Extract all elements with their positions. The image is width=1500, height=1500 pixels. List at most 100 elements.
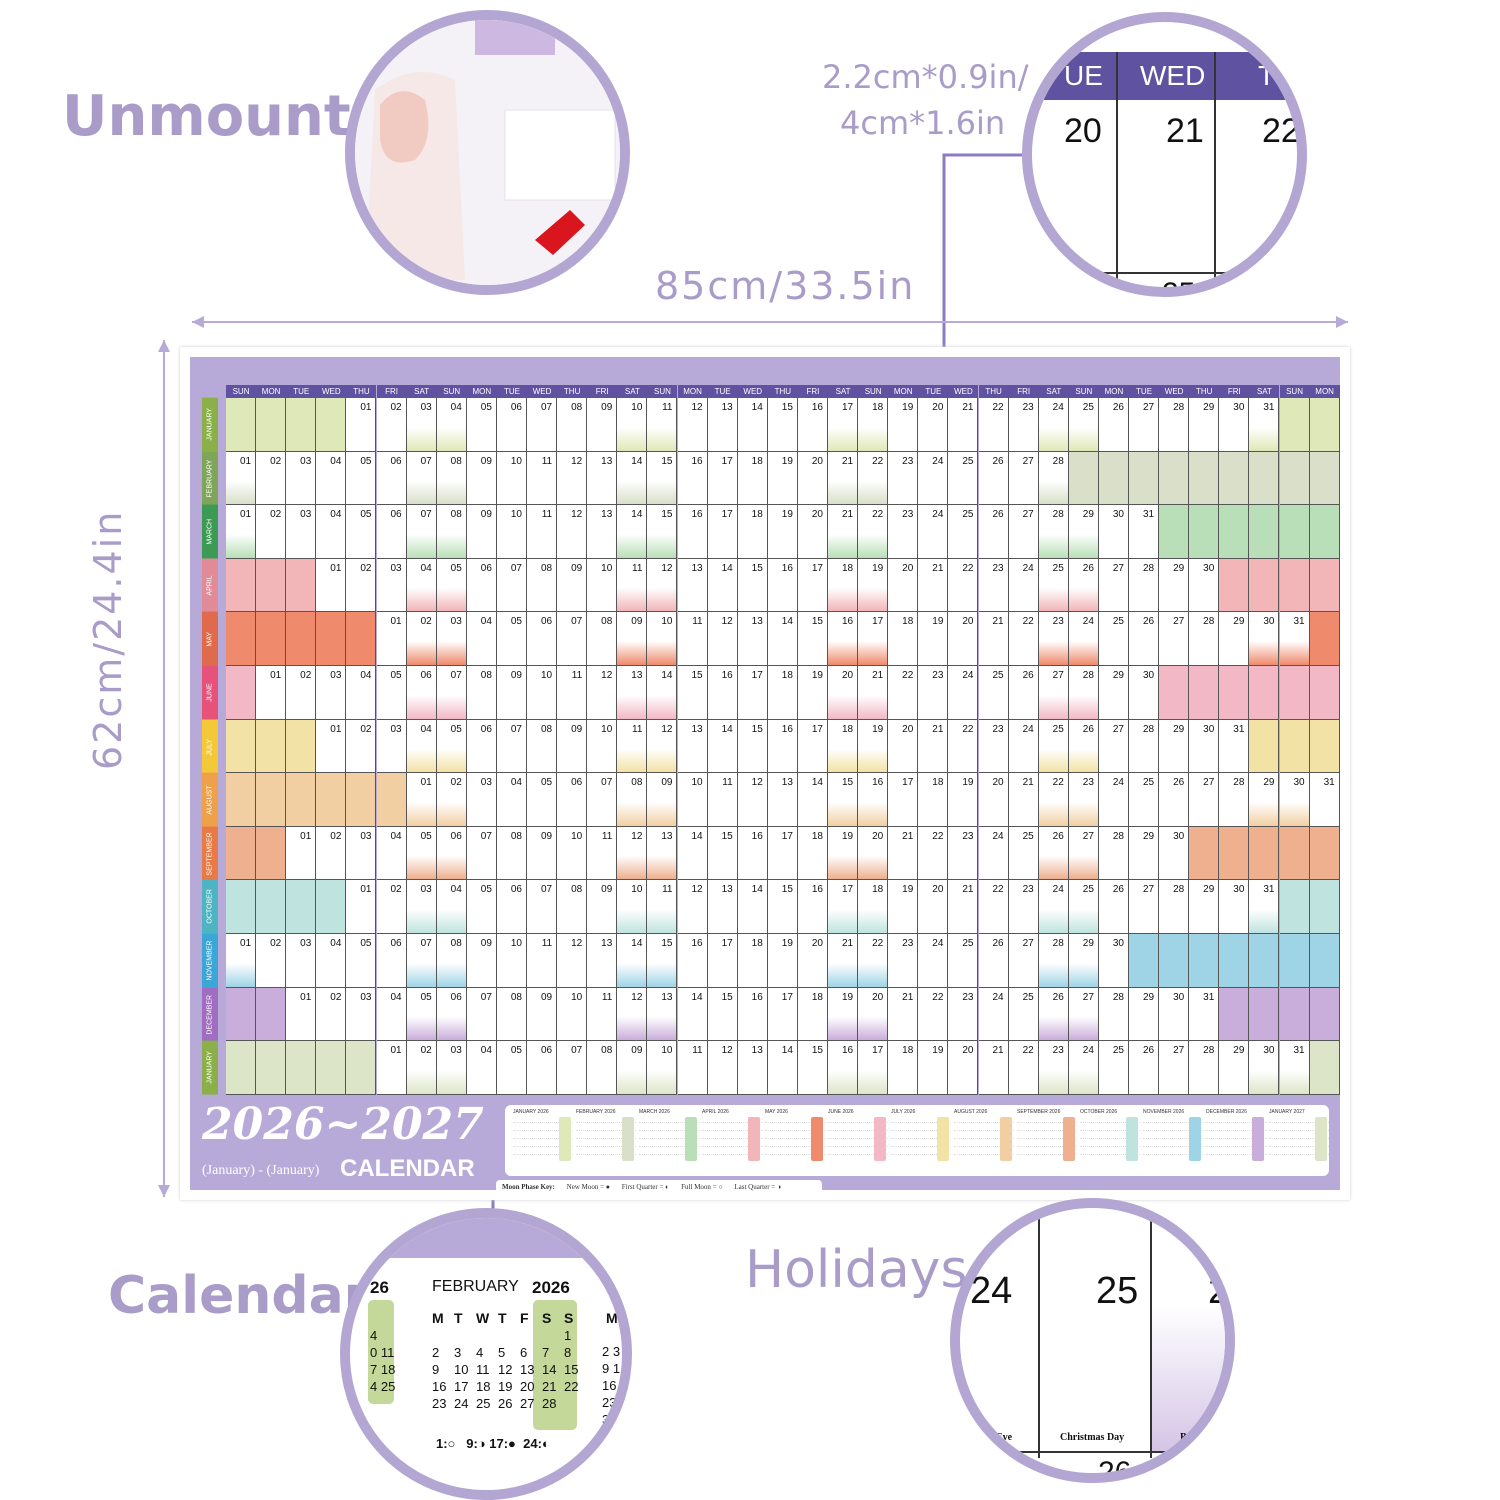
day-cell[interactable]: 13 [737,612,768,666]
day-cell[interactable]: 14 [617,451,648,506]
day-cell[interactable]: 04 [406,558,437,613]
day-cell[interactable]: 09 [617,612,648,666]
day-cell[interactable]: 18 [767,666,798,720]
day-cell[interactable]: 28 [1038,934,1069,988]
day-cell[interactable] [316,1041,347,1095]
day-cell[interactable]: 10 [617,880,648,934]
day-cell[interactable]: 25 [1038,719,1069,774]
day-cell[interactable]: 12 [707,612,738,666]
day-cell[interactable]: 17 [888,773,919,827]
day-cell[interactable]: 16 [737,826,768,881]
day-cell[interactable]: 30 [1219,398,1250,452]
day-cell[interactable]: 03 [376,558,407,613]
day-cell[interactable]: 12 [707,1041,738,1095]
day-cell[interactable]: 23 [888,505,919,559]
day-cell[interactable]: 08 [496,987,527,1042]
day-cell[interactable] [1189,666,1220,720]
day-cell[interactable]: 24 [1038,398,1069,452]
day-cell[interactable]: 06 [527,612,558,666]
day-cell[interactable]: 12 [617,987,648,1042]
day-cell[interactable]: 04 [466,612,497,666]
day-cell[interactable]: 05 [527,773,558,827]
day-cell[interactable] [1309,934,1340,988]
day-cell[interactable]: 31 [1279,1041,1310,1095]
day-cell[interactable]: 01 [286,826,317,881]
day-cell[interactable]: 19 [858,558,889,613]
day-cell[interactable] [1068,451,1099,506]
day-cell[interactable]: 05 [376,666,407,720]
day-cell[interactable]: 26 [1038,987,1069,1042]
day-cell[interactable]: 17 [858,1041,889,1095]
day-cell[interactable] [316,773,347,827]
day-cell[interactable] [226,826,257,881]
day-cell[interactable]: 25 [978,666,1009,720]
day-cell[interactable]: 31 [1219,719,1250,774]
day-cell[interactable]: 08 [587,1041,618,1095]
day-cell[interactable]: 21 [1008,773,1039,827]
day-cell[interactable]: 21 [828,505,859,559]
day-cell[interactable] [1219,987,1250,1042]
day-cell[interactable]: 08 [436,934,467,988]
day-cell[interactable]: 02 [376,880,407,934]
day-cell[interactable]: 27 [1008,934,1039,988]
day-cell[interactable]: 06 [466,719,497,774]
day-cell[interactable]: 29 [1159,719,1190,774]
day-cell[interactable]: 20 [888,558,919,613]
day-cell[interactable]: 22 [858,505,889,559]
day-cell[interactable]: 13 [617,666,648,720]
day-cell[interactable]: 19 [888,880,919,934]
day-cell[interactable]: 24 [948,666,979,720]
day-cell[interactable]: 11 [587,987,618,1042]
day-cell[interactable]: 15 [707,826,738,881]
day-cell[interactable]: 24 [1068,1041,1099,1095]
day-cell[interactable]: 25 [1098,612,1129,666]
day-cell[interactable]: 04 [436,880,467,934]
day-cell[interactable]: 26 [1068,719,1099,774]
day-cell[interactable] [1249,666,1280,720]
day-cell[interactable]: 19 [767,934,798,988]
day-cell[interactable]: 14 [767,612,798,666]
day-cell[interactable]: 08 [617,773,648,827]
day-cell[interactable]: 28 [1098,826,1129,881]
day-cell[interactable]: 24 [1008,719,1039,774]
day-cell[interactable]: 15 [647,934,678,988]
day-cell[interactable]: 07 [557,1041,588,1095]
day-cell[interactable]: 09 [527,826,558,881]
day-cell[interactable]: 10 [647,612,678,666]
day-cell[interactable]: 15 [828,773,859,827]
day-cell[interactable]: 04 [436,398,467,452]
day-cell[interactable] [1279,934,1310,988]
day-cell[interactable]: 22 [1008,612,1039,666]
day-cell[interactable]: 30 [1129,666,1160,720]
day-cell[interactable]: 21 [888,826,919,881]
day-cell[interactable]: 10 [557,987,588,1042]
day-cell[interactable]: 14 [737,880,768,934]
day-cell[interactable]: 06 [376,934,407,988]
day-cell[interactable]: 01 [376,1041,407,1095]
day-cell[interactable] [226,987,257,1042]
day-cell[interactable]: 24 [1038,880,1069,934]
day-cell[interactable]: 29 [1189,398,1220,452]
day-cell[interactable]: 29 [1068,934,1099,988]
day-cell[interactable] [1219,451,1250,506]
day-cell[interactable]: 21 [948,880,979,934]
day-cell[interactable]: 07 [406,451,437,506]
day-cell[interactable]: 01 [256,666,287,720]
day-cell[interactable]: 25 [948,505,979,559]
day-cell[interactable]: 14 [707,558,738,613]
day-cell[interactable]: 16 [677,451,708,506]
day-cell[interactable] [286,1041,317,1095]
day-cell[interactable]: 27 [1129,398,1160,452]
day-cell[interactable]: 23 [978,719,1009,774]
day-cell[interactable]: 08 [527,558,558,613]
day-cell[interactable]: 05 [346,934,377,988]
day-cell[interactable] [1189,451,1220,506]
day-cell[interactable]: 18 [918,773,949,827]
day-cell[interactable]: 15 [647,505,678,559]
day-cell[interactable]: 01 [286,987,317,1042]
day-cell[interactable]: 16 [677,505,708,559]
day-cell[interactable]: 09 [587,398,618,452]
day-cell[interactable]: 29 [1189,880,1220,934]
day-cell[interactable] [286,773,317,827]
day-cell[interactable]: 26 [1098,880,1129,934]
